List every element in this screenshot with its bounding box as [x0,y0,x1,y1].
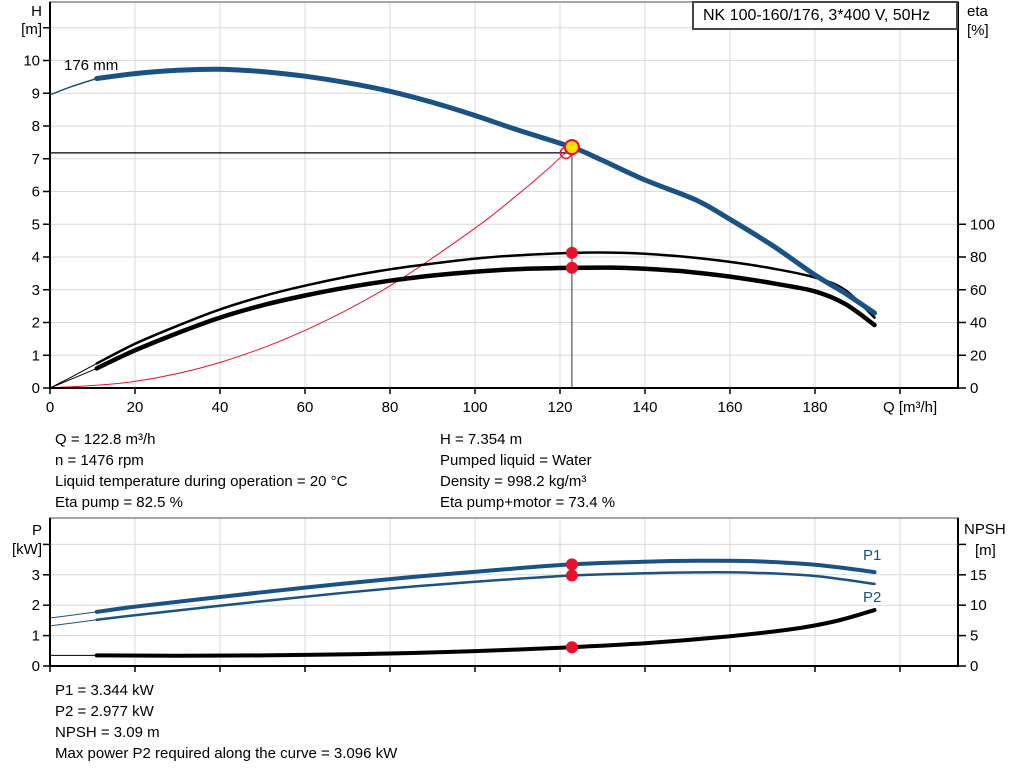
tick-label: 2 [32,597,40,614]
tick-label: 15 [970,567,987,584]
duty-p2-text: P2 = 2.977 kW [55,703,154,720]
system-curve [49,146,573,389]
tick-label: 0 [46,399,54,416]
tick-label: 40 [970,315,987,332]
tick-label: 2 [32,315,40,332]
duty-point-marker [563,139,581,156]
tick-label: 3 [32,282,40,299]
h-axis-unit: [m] [21,21,42,38]
eta-pump-motor-curve [94,265,877,371]
p-axis-unit: [kW] [12,541,42,558]
npsh-marker [565,641,578,654]
eta-pump-motor-marker [565,261,578,274]
pump-title-box: NK 100-160/176, 3*400 V, 50Hz [692,1,958,30]
tick-label: 80 [970,249,987,266]
npsh-axis-unit: [m] [975,542,996,559]
tick-label: 4 [32,249,40,266]
tick-label: 100 [970,216,995,233]
p2-curve-label: P2 [863,589,882,606]
tick-label: 9 [32,85,40,102]
tick-label: 1 [32,347,40,364]
tick-label: 60 [297,399,314,416]
tick-label: 100 [462,399,487,416]
pump-curve [94,66,877,316]
p2-marker [565,569,578,582]
eta-axis-unit: [%] [967,22,989,39]
p1-curve [94,558,877,614]
p2-curve [95,571,876,622]
duty-eta-total-text: Eta pump+motor = 73.4 % [440,494,616,511]
tick-label: 20 [970,347,987,364]
tick-label: 120 [547,399,572,416]
tick-label: 7 [32,151,40,168]
tick-label: 5 [32,216,40,233]
p-axis-label: P [31,522,42,539]
p2-curve-thin [49,619,98,627]
tick-label: 0 [32,380,40,397]
q-axis-label: Q [m³/h] [883,399,938,416]
tick-label: 6 [32,184,40,201]
eta-pump-curve [95,251,876,365]
duty-q-text: Q = 122.8 m³/h [55,431,156,448]
p1-marker [565,558,578,571]
duty-maxp2-text: Max power P2 required along the curve = … [55,745,398,762]
tick-label: 10 [23,53,40,70]
npsh-axis-label: NPSH [964,521,1006,538]
tick-label: 0 [970,658,978,675]
h-axis-label: H [31,3,42,20]
tick-label: 40 [212,399,229,416]
tick-label: 5 [970,628,978,645]
tick-label: 140 [632,399,657,416]
duty-temp-text: Liquid temperature during operation = 20… [55,473,348,490]
tick-label: 3 [32,567,40,584]
impeller-diameter-label: 176 mm [64,57,119,74]
duty-n-text: n = 1476 rpm [55,452,144,469]
tick-label: 60 [970,282,987,299]
duty-p1-text: P1 = 3.344 kW [55,682,154,699]
duty-density-text: Density = 998.2 kg/m³ [440,473,587,490]
pump-curve-thin [49,77,98,96]
tick-label: 20 [127,399,144,416]
eta-pump-motor-curve-thin [49,367,98,389]
eta-pump-curve-thin [49,362,98,389]
tick-label: 0 [970,380,978,397]
p1-curve-label: P1 [863,547,882,564]
eta-pump-marker [565,246,578,259]
tick-label: 0 [32,658,40,675]
tick-label: 8 [32,118,40,135]
duty-h-text: H = 7.354 m [440,431,523,448]
tick-label: 1 [32,628,40,645]
tick-label: 80 [382,399,399,416]
p1-curve-thin [49,611,98,619]
tick-label: 160 [717,399,742,416]
duty-liquid-text: Pumped liquid = Water [440,452,592,469]
tick-label: 180 [802,399,827,416]
duty-eta-pump-text: Eta pump = 82.5 % [55,494,183,511]
npsh-curve [94,608,877,658]
tick-label: 10 [970,597,987,614]
eta-axis-label: eta [967,3,988,20]
duty-npsh-text: NPSH = 3.09 m [55,724,160,741]
